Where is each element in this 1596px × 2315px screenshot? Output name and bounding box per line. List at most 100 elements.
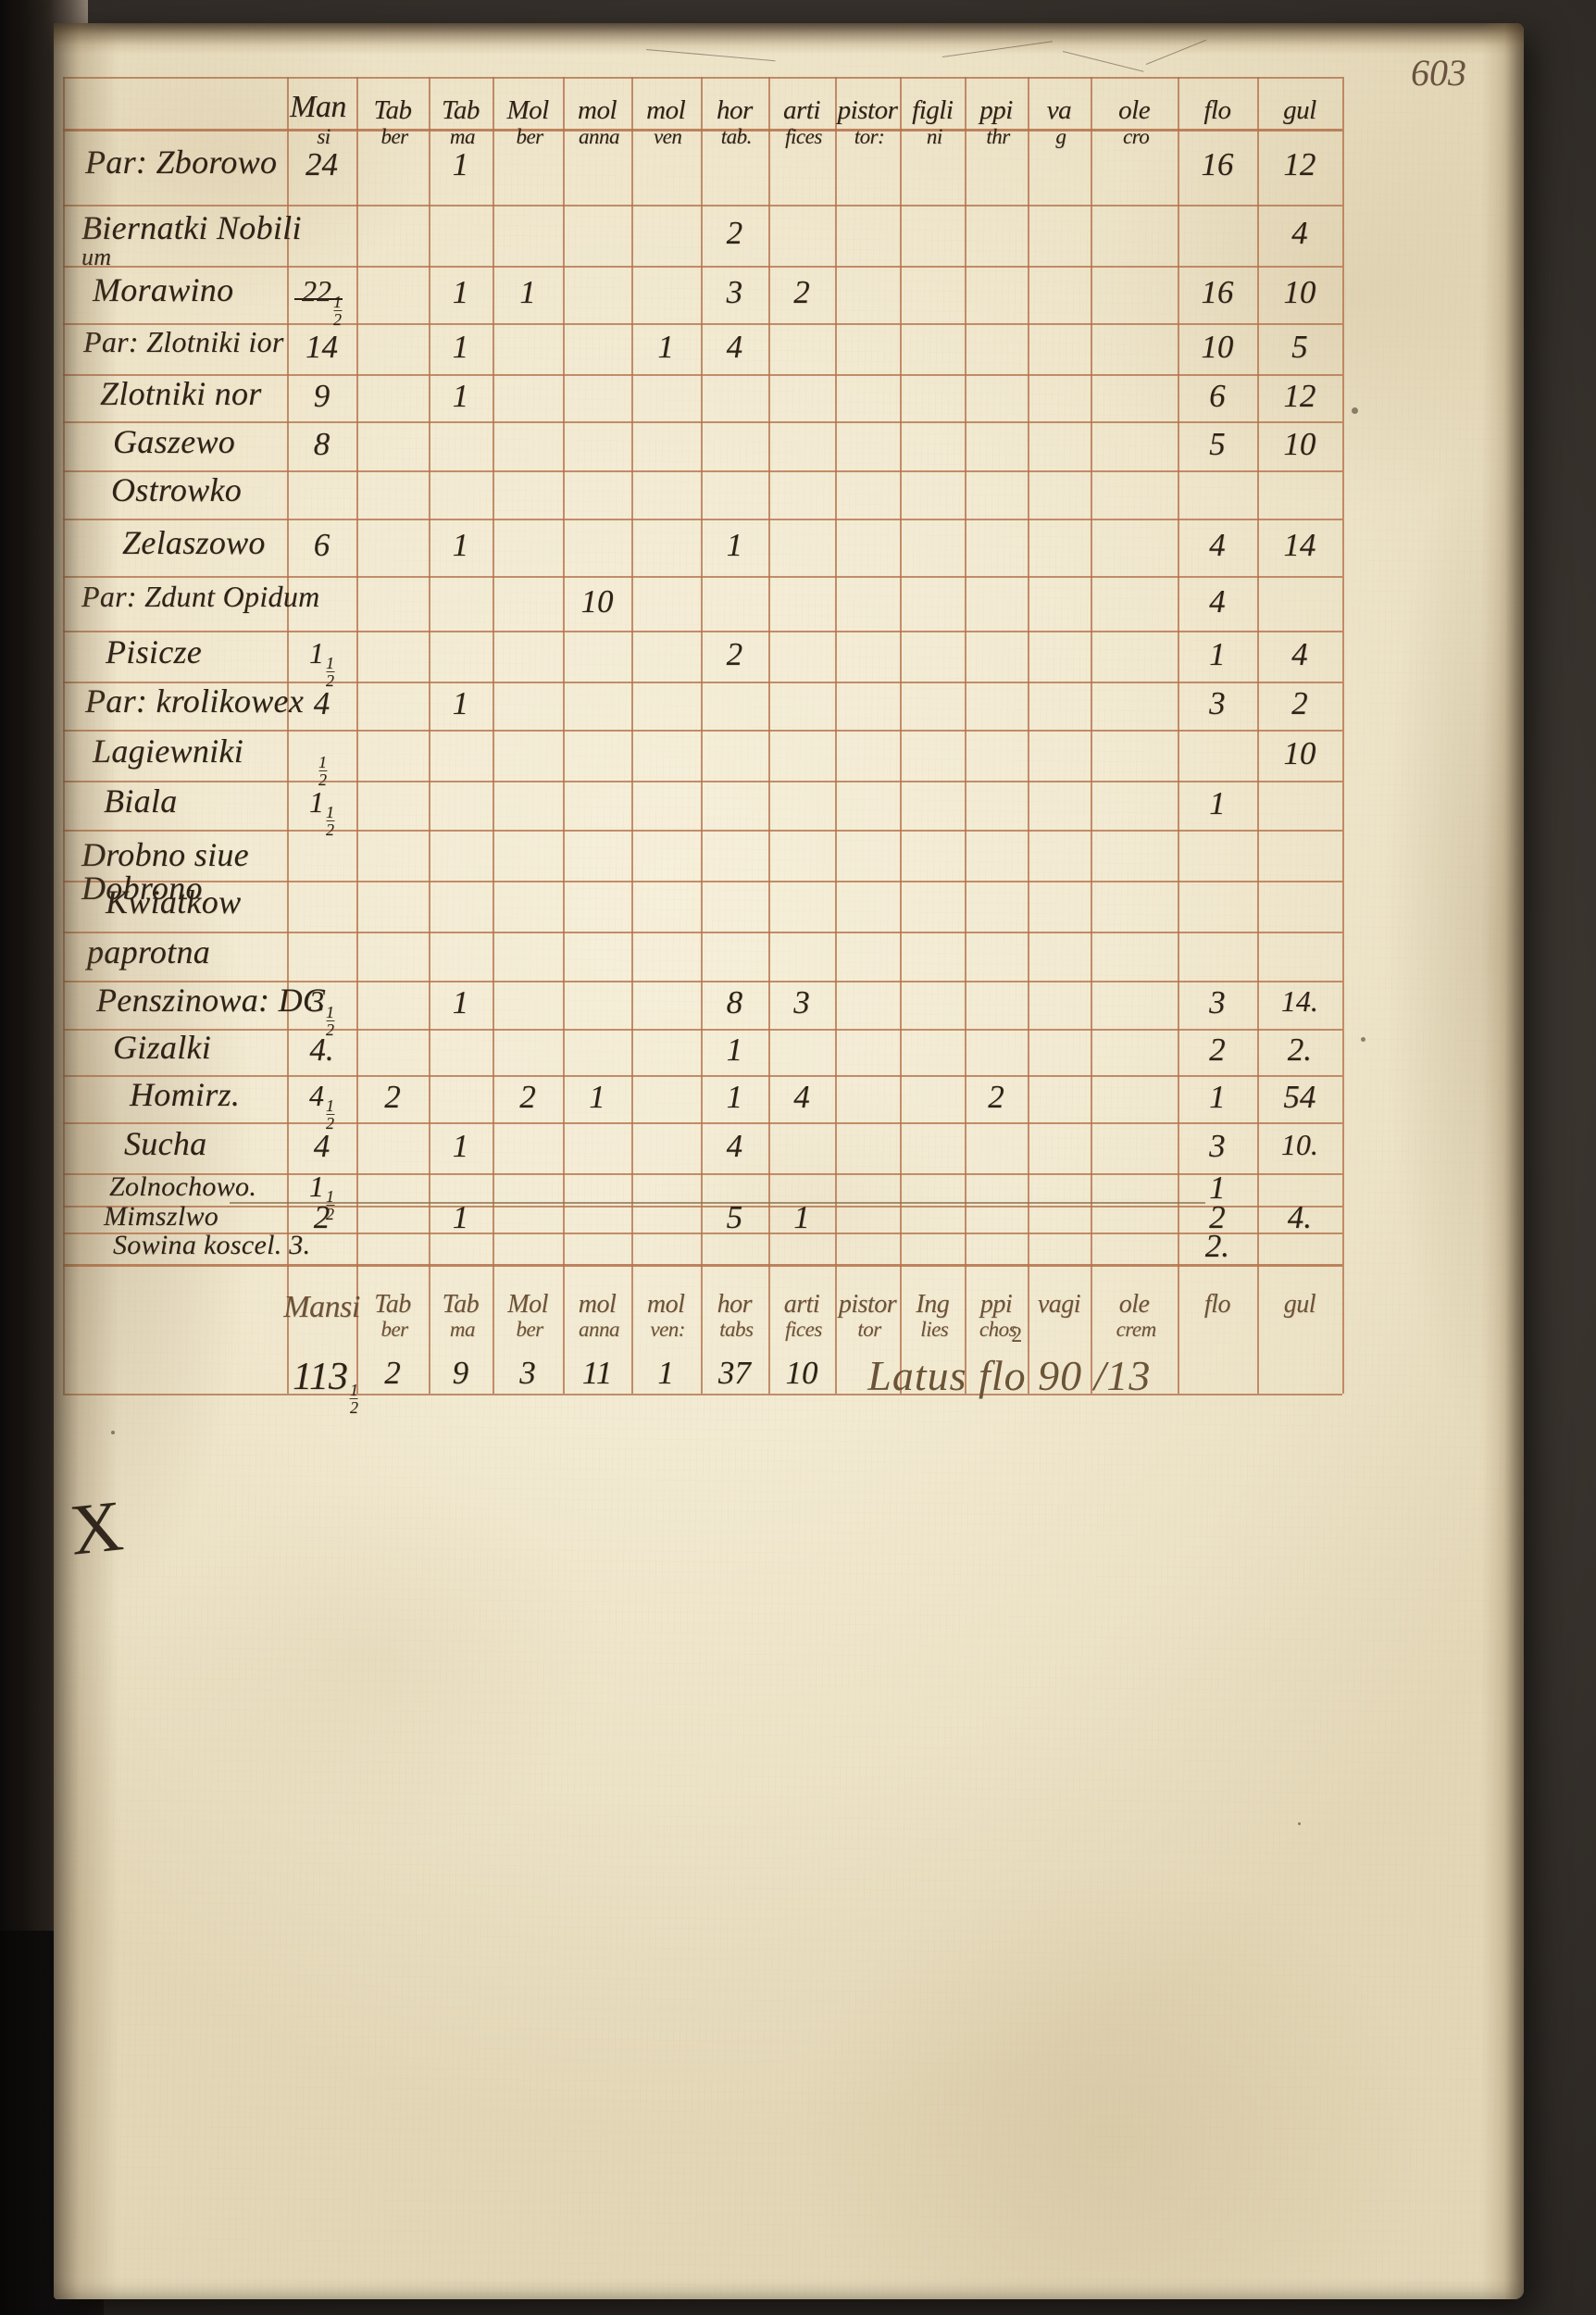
column-header-tab_ma: Tab — [441, 95, 480, 125]
cell-mansi: 14 — [305, 328, 339, 365]
cell-gul: 4 — [1291, 635, 1308, 672]
strikethrough-mark — [293, 298, 343, 300]
column-rule — [630, 77, 633, 1394]
row-rule — [63, 631, 1342, 632]
place-name: Zolnochowo. — [109, 1170, 257, 1202]
cell-gul: 10 — [1283, 274, 1316, 310]
cell-tab_ma: 1 — [452, 377, 469, 414]
cell-mansi: 9 — [313, 377, 330, 414]
cell-mansi: 8 — [313, 425, 330, 462]
paper-speck — [1352, 407, 1358, 414]
footer-header-5: mol — [646, 1290, 685, 1319]
column-header-sub-tab_ber: ber — [380, 125, 408, 148]
column-rule — [1342, 77, 1344, 1394]
cell-gul: 10 — [1283, 425, 1316, 462]
margin-x-mark: X — [66, 1484, 127, 1570]
cell-flo: 2. — [1204, 1228, 1230, 1264]
column-header-tab_ber: Tab — [373, 95, 412, 125]
cell-tab_ma: 1 — [452, 274, 469, 310]
paper-speck — [1298, 1822, 1301, 1825]
cell-hor_tab: 3 — [726, 274, 743, 310]
cell-flo: 2 — [1209, 1032, 1226, 1068]
cell-gul: 54 — [1283, 1078, 1316, 1115]
cell-mol_anna: 10 — [580, 582, 614, 619]
cell-flo: 5 — [1209, 425, 1226, 462]
column-rule — [768, 77, 771, 1394]
cell-flo: 3 — [1209, 685, 1226, 721]
cell-gul: 14. — [1280, 984, 1318, 1018]
cell-flo: 4 — [1209, 582, 1226, 619]
column-header-mol_anna: mol — [578, 95, 617, 125]
footer-header-14: gul — [1283, 1290, 1316, 1319]
cell-tab_ma: 1 — [452, 1127, 469, 1164]
cell-mansi: 2 — [313, 1198, 330, 1235]
column-header-sub-pistor: tor: — [854, 125, 885, 148]
folio-number: 603 — [1411, 52, 1466, 94]
cell-flo: 3 — [1209, 1127, 1226, 1164]
cell-flo: 16 — [1201, 146, 1234, 182]
cell-flo: 1 — [1209, 784, 1226, 821]
cell-mol_ber: 2 — [519, 1078, 536, 1115]
footer-header-0: Mansi — [283, 1290, 360, 1324]
row-rule — [63, 830, 1342, 832]
row-rule — [63, 374, 1342, 376]
page-top-edge-shadow — [54, 23, 1524, 55]
cell-tab_ma: 1 — [452, 685, 469, 721]
cell-gul: 10. — [1280, 1127, 1318, 1161]
cell-flo: 2 — [1209, 1198, 1226, 1235]
footer-header-sub-8: tor — [857, 1318, 881, 1341]
total-hor_tab: 37 — [717, 1355, 751, 1391]
row-rule — [63, 421, 1342, 423]
footer-header-2: Tab — [442, 1290, 480, 1319]
place-name: Sucha — [124, 1124, 207, 1162]
place-name: Mimszlwo — [104, 1200, 219, 1232]
footer-header-sub-6: tabs — [719, 1318, 754, 1341]
total-mansi: 113 1 2 — [293, 1356, 358, 1417]
cell-gul: 12 — [1283, 377, 1316, 414]
column-header-mol_ven: mol — [646, 95, 686, 125]
row-rule — [63, 129, 1342, 131]
cell-flo: 4 — [1209, 527, 1226, 563]
footer-header-sub-3: ber — [516, 1318, 543, 1341]
manuscript-page: Man si Tab ber Tab ma Mol ber mol anna mol ven hor ta… — [54, 23, 1524, 2299]
column-header-sub-tab_ma: ma — [449, 125, 476, 148]
latus-superscript: 2 — [1011, 1323, 1023, 1347]
footer-header-sub-12: crem — [1116, 1318, 1157, 1341]
total-mol_anna: 11 — [581, 1355, 613, 1391]
column-rule — [1027, 77, 1029, 1394]
place-name: Gizalki — [113, 1029, 212, 1066]
cell-ppi: 2 — [988, 1078, 1004, 1115]
footer-header-1: Tab — [374, 1290, 411, 1319]
latus-summary: Latus flo 90 /13 — [867, 1352, 1152, 1399]
place-name: Ostrowko — [111, 471, 243, 508]
cell-hor_tab: 1 — [726, 1078, 743, 1115]
footer-header-sub-10: chos — [979, 1318, 1017, 1341]
cell-flo: 6 — [1209, 377, 1226, 414]
column-rule — [900, 77, 903, 1394]
cell-mansi: 4 — [313, 1127, 330, 1164]
row-rule — [63, 519, 1342, 520]
cell-flo: 1 — [1209, 635, 1226, 672]
cell-hor_tab: 8 — [726, 984, 743, 1020]
cell-arti_fices: 2 — [793, 274, 810, 310]
place-name: Zelaszowo — [122, 524, 266, 561]
footer-header-13: flo — [1203, 1290, 1231, 1319]
page-fore-edge-shadow — [1481, 23, 1524, 2299]
cell-flo: 10 — [1201, 328, 1234, 365]
cell-gul: 4. — [1287, 1198, 1313, 1235]
cell-tab_ber: 2 — [384, 1078, 401, 1115]
column-header-sub-ppi: thr — [986, 125, 1010, 148]
paper-speck — [1361, 1037, 1365, 1042]
column-rule — [287, 77, 290, 1394]
cell-tab_ma: 1 — [452, 1198, 469, 1235]
row-rule — [63, 932, 1342, 933]
row-rule — [63, 1122, 1342, 1124]
cell-tab_ma: 1 — [452, 146, 469, 182]
cell-gul: 14 — [1283, 527, 1316, 563]
row-rule — [63, 730, 1342, 732]
footer-header-sub-5: ven: — [650, 1318, 685, 1341]
row-rule — [63, 981, 1342, 982]
